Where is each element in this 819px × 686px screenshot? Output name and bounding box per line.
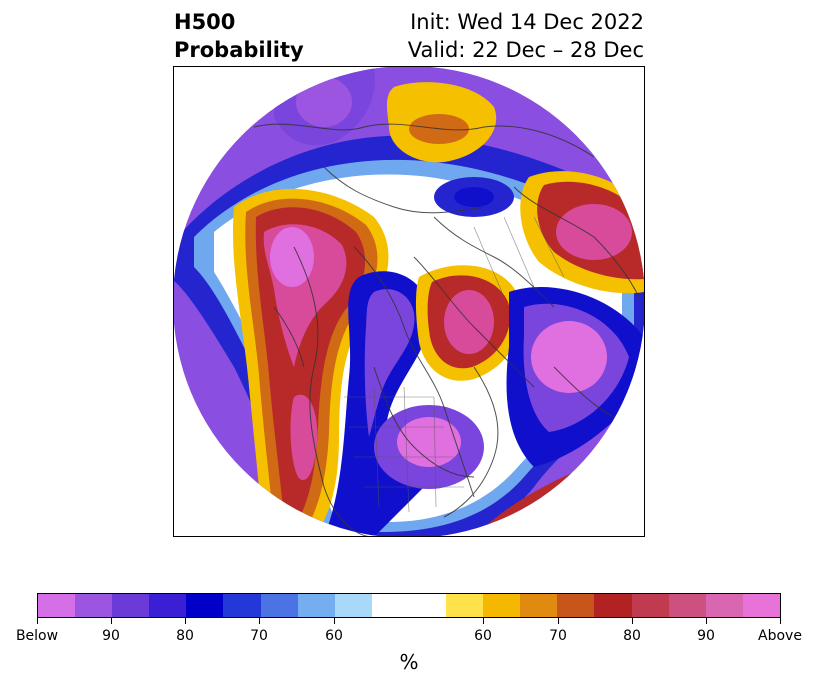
below-polar-core xyxy=(454,187,494,207)
colorbar-segment xyxy=(334,594,372,617)
map-title-right: Init: Wed 14 Dec 2022 Valid: 22 Dec – 28… xyxy=(408,8,644,64)
colorbar-tick xyxy=(558,618,559,624)
colorbar xyxy=(37,593,781,618)
colorbar-tick xyxy=(37,618,38,624)
colorbar-segment xyxy=(483,594,521,617)
colorbar-segment xyxy=(149,594,187,617)
below-east-us-center xyxy=(397,417,461,467)
init-date: Init: Wed 14 Dec 2022 xyxy=(410,10,644,34)
colorbar-segment xyxy=(371,594,447,617)
polar-stereographic-map xyxy=(173,66,645,538)
colorbar-segment xyxy=(297,594,335,617)
colorbar-tick xyxy=(483,618,484,624)
colorbar-tick-label: 90 xyxy=(102,628,120,644)
colorbar-segment xyxy=(594,594,632,617)
state-borders xyxy=(344,216,565,513)
colorbar-segment xyxy=(446,594,484,617)
title-variable: H500 xyxy=(174,10,236,34)
colorbar-tick xyxy=(632,618,633,624)
below-central-purple xyxy=(364,289,415,437)
colorbar-segment xyxy=(38,594,76,617)
below-pacific-core xyxy=(296,77,352,127)
colorbar-tick xyxy=(185,618,186,624)
coastlines xyxy=(253,123,640,538)
colorbar-segment xyxy=(631,594,669,617)
below-atlantic-core xyxy=(531,321,607,393)
above-siberia-core xyxy=(556,204,632,260)
colorbar-tick-label: 80 xyxy=(176,628,194,644)
colorbar-unit-label: % xyxy=(399,650,419,674)
colorbar-segment xyxy=(112,594,150,617)
colorbar-segment xyxy=(520,594,558,617)
colorbar-segment xyxy=(186,594,224,617)
valid-range: Valid: 22 Dec – 28 Dec xyxy=(407,38,644,62)
colorbar-segment xyxy=(260,594,298,617)
above-west-core xyxy=(270,227,314,287)
map-title-left: H500 Probability xyxy=(174,8,304,64)
colorbar-segment xyxy=(668,594,706,617)
colorbar-tick-label: Above xyxy=(758,628,802,644)
colorbar-segment xyxy=(557,594,595,617)
colorbar-tick xyxy=(259,618,260,624)
colorbar-tick-label: 60 xyxy=(474,628,492,644)
colorbar-tick-label: 70 xyxy=(549,628,567,644)
colorbar-segment xyxy=(223,594,261,617)
colorbar-tick-label: 70 xyxy=(250,628,268,644)
colorbar-tick-label: Below xyxy=(15,628,59,644)
colorbar-tick xyxy=(334,618,335,624)
title-product: Probability xyxy=(174,38,304,62)
colorbar-segment xyxy=(75,594,113,617)
colorbar-tick xyxy=(780,618,781,624)
colorbar-tick xyxy=(706,618,707,624)
colorbar-tick-label: 60 xyxy=(325,628,343,644)
colorbar-segment xyxy=(705,594,743,617)
map-panel xyxy=(173,66,645,538)
colorbar-tick-label: 90 xyxy=(697,628,715,644)
colorbar-tick-label: 80 xyxy=(623,628,641,644)
colorbar-segment xyxy=(742,594,780,617)
colorbar-tick xyxy=(111,618,112,624)
